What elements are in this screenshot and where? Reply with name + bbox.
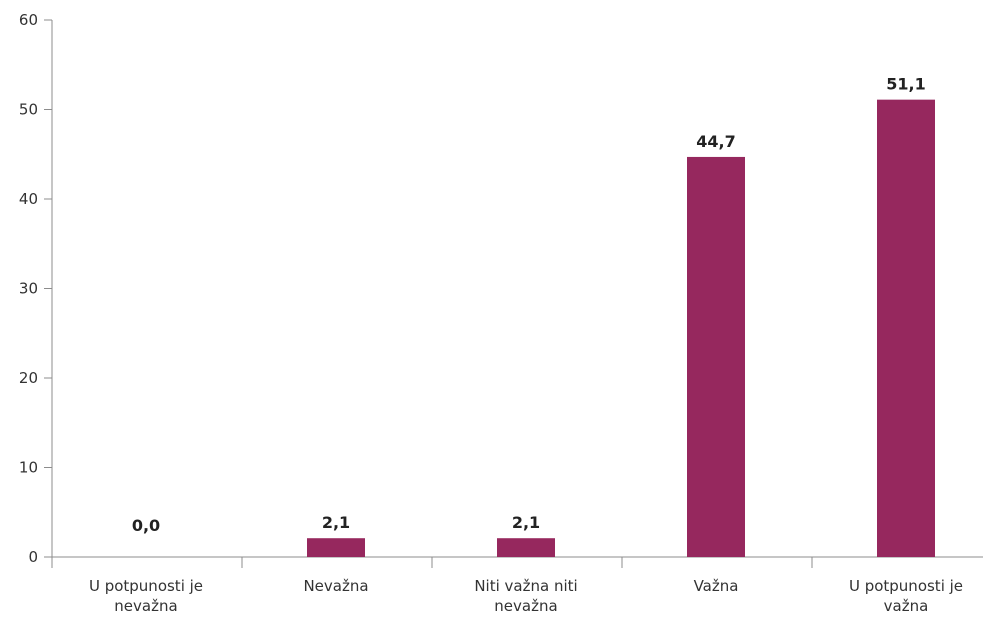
- category-label: Niti važna niti nevažna: [474, 577, 577, 615]
- bar: [307, 538, 365, 557]
- data-label: 44,7: [696, 132, 735, 151]
- bars: [307, 99, 935, 557]
- y-tick-label: 10: [19, 459, 38, 477]
- category-labels: U potpunosti je nevažna Nevažna Niti važna …: [89, 577, 963, 615]
- bar: [877, 99, 935, 557]
- category-label: U potpunosti je važna: [849, 577, 963, 615]
- y-tick-label: 50: [19, 101, 38, 119]
- bar: [687, 156, 745, 557]
- y-tick-label: 0: [28, 548, 38, 566]
- y-tick-label: 40: [19, 190, 38, 208]
- category-label: Nevažna: [303, 577, 368, 595]
- data-label: 2,1: [512, 513, 540, 532]
- bar: [497, 538, 555, 557]
- y-axis: 0 10 20 30 40 50 60: [19, 11, 53, 568]
- y-tick-label: 30: [19, 280, 38, 298]
- y-tick-label: 20: [19, 369, 38, 387]
- data-label: 2,1: [322, 513, 350, 532]
- category-label: Važna: [694, 577, 739, 595]
- data-label: 0,0: [132, 516, 160, 535]
- data-label: 51,1: [886, 75, 925, 94]
- x-axis: [51, 556, 983, 568]
- category-label: U potpunosti je nevažna: [89, 577, 203, 615]
- data-labels: 0,0 2,1 2,1 44,7 51,1: [132, 75, 926, 535]
- y-tick-label: 60: [19, 11, 38, 29]
